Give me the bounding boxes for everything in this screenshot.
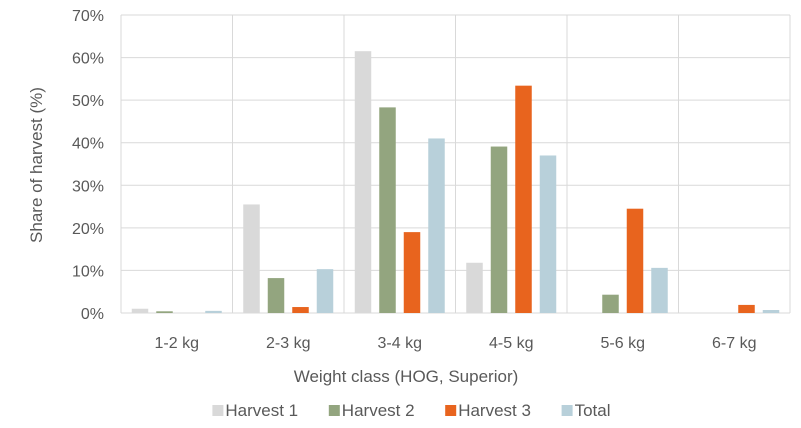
x-tick-label: 1-2 kg [155,335,199,352]
legend-swatch [445,405,457,416]
legend-label: Harvest 3 [458,401,531,420]
bar [243,204,260,313]
y-tick-label: 30% [72,178,104,195]
legend-label: Total [575,401,611,420]
bar [738,304,755,313]
bar [626,208,644,313]
x-axis-title: Weight class (HOG, Superior) [294,367,519,386]
y-tick-label: 20% [72,221,104,238]
y-axis-title: Share of harvest (%) [27,87,46,243]
x-tick-label: 5-6 kg [601,335,645,352]
bars [131,51,780,313]
legend-swatch [328,405,340,416]
bar [428,138,445,313]
bar [156,311,173,313]
y-tick-labels: 0% 10% 20% 30% 40% 50% 60% 70% [72,8,104,323]
y-tick-label: 60% [72,51,104,68]
bar [490,146,508,313]
y-tick-label: 10% [72,263,104,280]
x-tick-label: 2-3 kg [266,335,310,352]
bar [762,310,780,313]
legend-label: Harvest 1 [225,401,298,420]
bar [205,310,222,313]
legend: Harvest 1 Harvest 2 Harvest 3 Total [212,401,611,420]
y-tick-label: 0% [81,306,104,323]
bar [602,294,619,313]
gridlines [120,14,791,314]
bar [515,85,532,313]
bar [316,269,334,313]
bar [651,267,668,313]
bar [379,107,396,313]
y-tick-label: 70% [72,8,104,25]
y-tick-label: 50% [72,93,104,110]
bar [292,307,309,313]
legend-swatch [561,405,573,416]
x-tick-labels: 1-2 kg 2-3 kg 3-4 kg 4-5 kg 5-6 kg 6-7 kg [155,335,757,352]
x-tick-label: 4-5 kg [489,335,533,352]
legend-swatch [212,405,224,416]
legend-label: Harvest 2 [342,401,415,420]
x-tick-label: 3-4 kg [378,335,422,352]
x-tick-label: 6-7 kg [712,335,756,352]
y-tick-label: 40% [72,136,104,153]
bar [267,278,285,313]
bar [466,262,483,313]
bar [539,155,557,313]
bar [354,51,372,313]
bar [131,308,149,313]
bar [403,232,421,313]
